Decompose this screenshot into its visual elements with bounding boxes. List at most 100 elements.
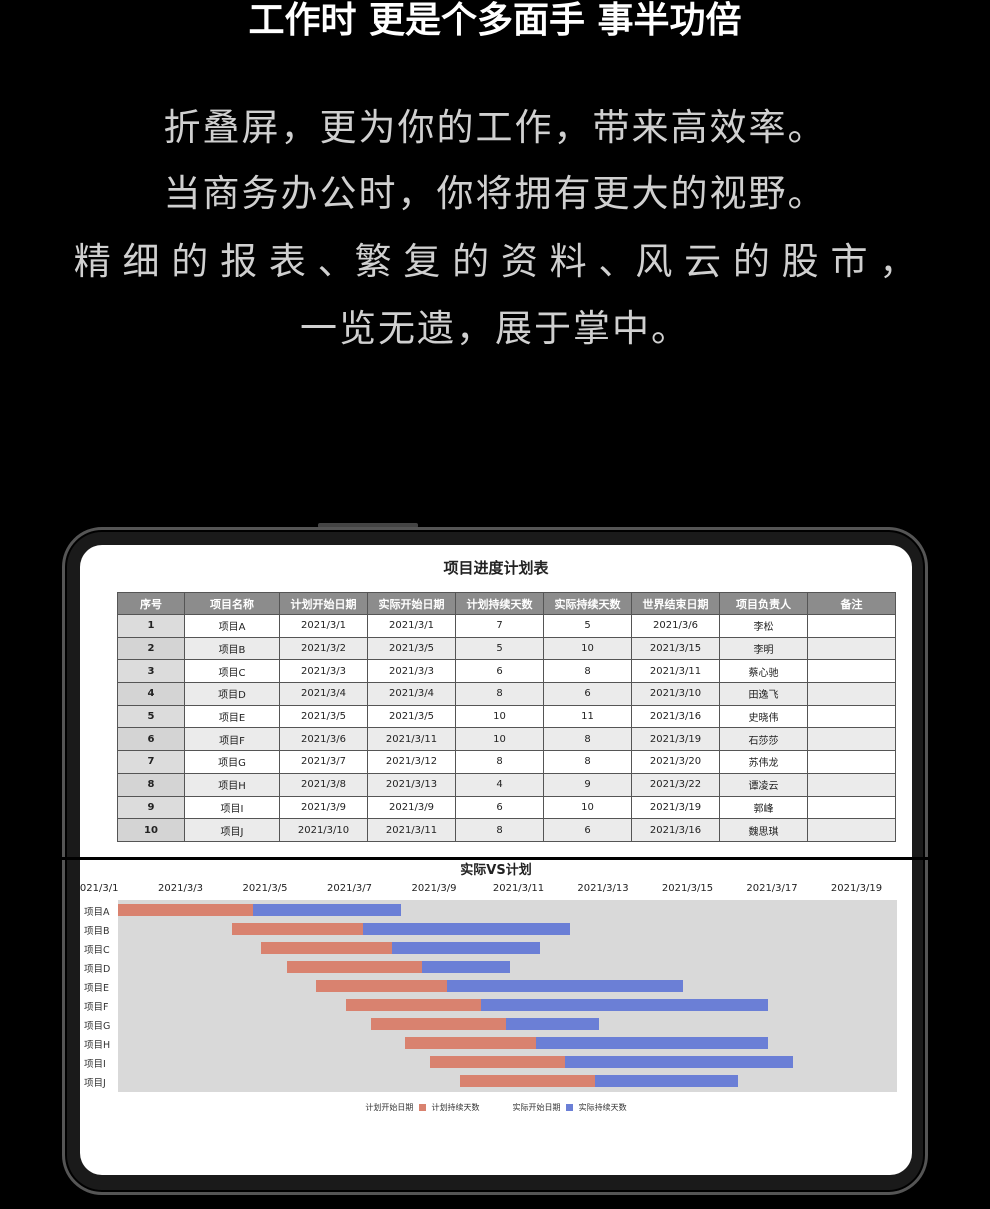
table-cell[interactable]: 3 — [117, 659, 185, 684]
table-cell[interactable]: 1 — [117, 614, 185, 638]
table-cell[interactable]: 2021/3/16 — [631, 818, 720, 842]
table-cell[interactable]: 田逸飞 — [719, 682, 808, 706]
table-cell[interactable]: 2021/3/3 — [279, 659, 368, 684]
table-cell[interactable]: 9 — [543, 772, 632, 797]
table-cell[interactable]: 项目B — [184, 636, 280, 661]
table-cell[interactable] — [807, 636, 896, 661]
table-cell[interactable]: 2021/3/9 — [367, 795, 456, 820]
table-cell[interactable]: 2021/3/11 — [367, 727, 456, 752]
table-cell[interactable]: 蔡心驰 — [719, 659, 808, 684]
table-cell[interactable]: 项目E — [184, 704, 280, 729]
table-cell[interactable]: 项目G — [184, 750, 280, 774]
table-cell[interactable]: 2021/3/10 — [631, 682, 720, 706]
table-cell[interactable]: 2021/3/1 — [279, 614, 368, 638]
table-cell[interactable]: 8 — [543, 750, 632, 774]
y-category-label: 项目A — [84, 907, 110, 918]
table-cell[interactable]: 2021/3/22 — [631, 772, 720, 797]
table-cell[interactable] — [807, 750, 896, 774]
table-cell[interactable]: 2021/3/7 — [279, 750, 368, 774]
table-cell[interactable]: 6 — [543, 682, 632, 706]
table-cell[interactable]: 2021/3/4 — [367, 682, 456, 706]
table-cell[interactable] — [807, 727, 896, 752]
table-row: 8 项目H 2021/3/8 2021/3/13 4 9 2021/3/22 谭凌云 — [117, 772, 896, 797]
actual-bar — [535, 1037, 768, 1049]
table-cell[interactable]: 11 — [543, 704, 632, 729]
table-cell[interactable]: 2021/3/5 — [367, 704, 456, 729]
table-cell[interactable]: 10 — [455, 727, 544, 752]
table-cell[interactable]: 2021/3/5 — [367, 636, 456, 661]
table-cell[interactable]: 项目I — [184, 795, 280, 820]
table-cell[interactable]: 2021/3/4 — [279, 682, 368, 706]
table-cell[interactable]: 2021/3/15 — [631, 636, 720, 661]
x-tick-label: 2021/3/17 — [746, 883, 798, 894]
table-cell[interactable]: 10 — [543, 795, 632, 820]
table-cell[interactable]: 2021/3/6 — [279, 727, 368, 752]
table-cell[interactable]: 8 — [455, 750, 544, 774]
table-cell[interactable]: 2021/3/12 — [367, 750, 456, 774]
table-cell[interactable]: 项目A — [184, 614, 280, 638]
table-cell[interactable]: 10 — [117, 818, 185, 842]
table-cell[interactable]: 苏伟龙 — [719, 750, 808, 774]
table-cell[interactable]: 2021/3/9 — [279, 795, 368, 820]
table-cell[interactable]: 2021/3/11 — [631, 659, 720, 684]
table-cell[interactable]: 2 — [117, 636, 185, 661]
table-cell[interactable]: 项目D — [184, 682, 280, 706]
table-cell[interactable]: 8 — [455, 818, 544, 842]
table-cell[interactable]: 魏思琪 — [719, 818, 808, 842]
table-cell[interactable]: 10 — [455, 704, 544, 729]
table-cell[interactable]: 项目C — [184, 659, 280, 684]
table-cell[interactable] — [807, 682, 896, 706]
table-cell[interactable]: 2021/3/5 — [279, 704, 368, 729]
table-cell[interactable]: 郭峰 — [719, 795, 808, 820]
table-cell[interactable]: 8 — [543, 659, 632, 684]
table-cell[interactable]: 2021/3/10 — [279, 818, 368, 842]
table-cell[interactable] — [807, 614, 896, 638]
table-cell[interactable]: 9 — [117, 795, 185, 820]
table-cell[interactable]: 8 — [543, 727, 632, 752]
table-cell[interactable]: 项目F — [184, 727, 280, 752]
column-header: 实际持续天数 — [543, 592, 632, 615]
table-cell[interactable]: 2021/3/8 — [279, 772, 368, 797]
table-cell[interactable]: 2021/3/3 — [367, 659, 456, 684]
table-cell[interactable]: 10 — [543, 636, 632, 661]
table-cell[interactable]: 2021/3/20 — [631, 750, 720, 774]
table-cell[interactable]: 5 — [543, 614, 632, 638]
table-cell[interactable]: 6 — [455, 795, 544, 820]
table-cell[interactable]: 2021/3/16 — [631, 704, 720, 729]
table-cell[interactable]: 2021/3/19 — [631, 795, 720, 820]
column-header: 世界结束日期 — [631, 592, 720, 615]
table-cell[interactable]: 谭凌云 — [719, 772, 808, 797]
table-cell[interactable]: 6 — [117, 727, 185, 752]
y-category-label: 项目E — [84, 983, 110, 994]
table-cell[interactable]: 李明 — [719, 636, 808, 661]
table-cell[interactable]: 6 — [543, 818, 632, 842]
table-cell[interactable]: 2021/3/19 — [631, 727, 720, 752]
table-cell[interactable]: 5 — [117, 704, 185, 729]
table-cell[interactable]: 6 — [455, 659, 544, 684]
table-cell[interactable]: 2021/3/13 — [367, 772, 456, 797]
table-cell[interactable]: 7 — [455, 614, 544, 638]
paragraph-line: 精 细 的 报 表 、繁 复 的 资 料 、风 云 的 股 市 ， — [73, 240, 917, 283]
table-cell[interactable]: 5 — [455, 636, 544, 661]
table-cell[interactable]: 8 — [117, 772, 185, 797]
table-cell[interactable] — [807, 704, 896, 729]
table-cell[interactable] — [807, 659, 896, 684]
table-cell[interactable]: 石莎莎 — [719, 727, 808, 752]
table-cell[interactable] — [807, 795, 896, 820]
table-cell[interactable]: 项目J — [184, 818, 280, 842]
table-cell[interactable]: 4 — [117, 682, 185, 706]
table-cell[interactable]: 2021/3/2 — [279, 636, 368, 661]
table-row: 9 项目I 2021/3/9 2021/3/9 6 10 2021/3/19 郭峰 — [117, 795, 896, 820]
table-cell[interactable]: 史晓伟 — [719, 704, 808, 729]
table-cell[interactable]: 7 — [117, 750, 185, 774]
table-cell[interactable] — [807, 818, 896, 842]
table-cell[interactable]: 2021/3/1 — [367, 614, 456, 638]
table-cell[interactable]: 2021/3/6 — [631, 614, 720, 638]
table-cell[interactable]: 项目H — [184, 772, 280, 797]
table-cell[interactable]: 4 — [455, 772, 544, 797]
table-cell[interactable]: 8 — [455, 682, 544, 706]
paragraph-line: 折叠屏，更为你的工作，带来高效率。 — [163, 106, 827, 149]
table-cell[interactable] — [807, 772, 896, 797]
table-cell[interactable]: 2021/3/11 — [367, 818, 456, 842]
table-cell[interactable]: 李松 — [719, 614, 808, 638]
